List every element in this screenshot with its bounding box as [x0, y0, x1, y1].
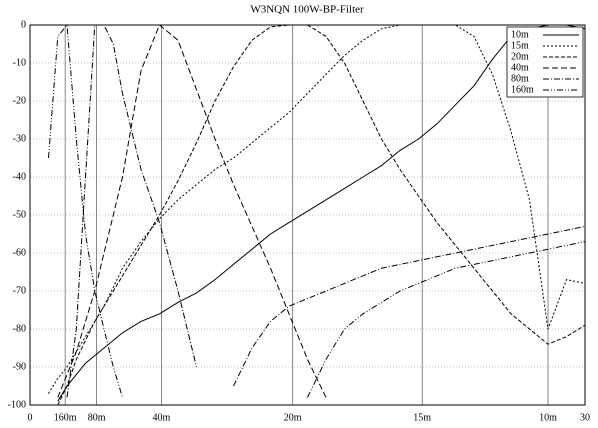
y-tick-label: 0 — [21, 19, 26, 30]
y-tick-label: -10 — [13, 57, 26, 68]
chart-title: W3NQN 100W-BP-Filter — [250, 4, 364, 16]
legend-label: 40m — [511, 62, 529, 73]
x-tick-label: 80m — [88, 412, 106, 423]
x-tick-label: 160m — [54, 412, 77, 423]
y-tick-label: -80 — [13, 323, 26, 334]
y-tick-label: -90 — [13, 361, 26, 372]
series-line — [66, 25, 585, 398]
legend-label: 20m — [511, 51, 529, 62]
series-line — [57, 25, 585, 402]
legend-label: 80m — [511, 73, 529, 84]
series-line — [48, 25, 585, 394]
y-tick-label: -20 — [13, 95, 26, 106]
y-tick-label: -40 — [13, 171, 26, 182]
y-tick-label: -100 — [8, 399, 26, 410]
series-line — [57, 25, 585, 405]
x-tick-label: 40m — [152, 412, 170, 423]
x-tick-label: 20m — [284, 412, 302, 423]
y-tick-label: -70 — [13, 285, 26, 296]
legend-label: 160m — [511, 84, 534, 95]
legend-label: 10m — [511, 29, 529, 40]
y-tick-label: -30 — [13, 133, 26, 144]
series-line — [57, 25, 327, 398]
legend-box — [506, 26, 584, 98]
legend-label: 15m — [511, 40, 529, 51]
x-tick-label: 15m — [413, 412, 431, 423]
x-tick-label: 10m — [539, 412, 557, 423]
series-line — [48, 25, 585, 398]
x-tick-label: 30 — [580, 412, 590, 423]
y-tick-label: -60 — [13, 247, 26, 258]
y-tick-label: -50 — [13, 209, 26, 220]
x-tick-label: 0 — [28, 412, 33, 423]
